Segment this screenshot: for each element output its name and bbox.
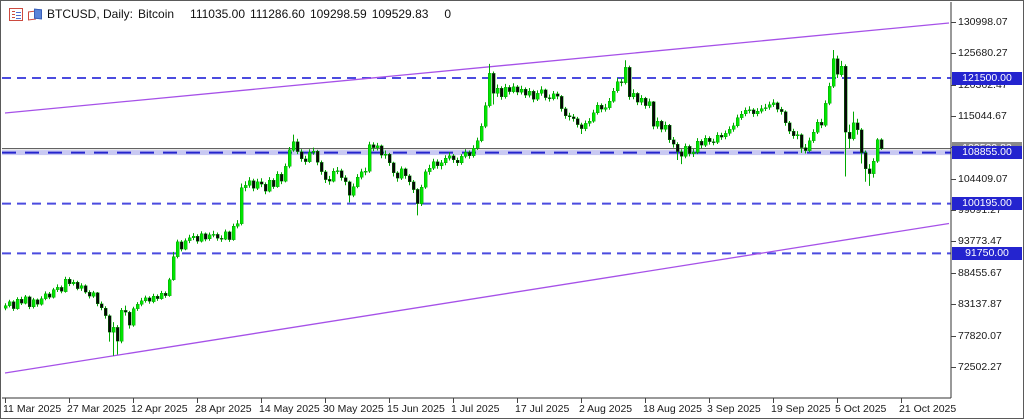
date-tick-mark xyxy=(581,398,582,403)
date-tick-mark xyxy=(5,398,6,403)
price-tick-label: 130998.07 xyxy=(958,16,1008,28)
date-tick-mark xyxy=(517,398,518,403)
price-tick-label: 115044.67 xyxy=(958,110,1007,122)
quote-low: 109298.59 xyxy=(309,7,367,21)
date-tick-mark xyxy=(901,398,902,403)
price-tick-mark xyxy=(951,367,956,368)
price-tick-mark xyxy=(951,210,956,211)
one-click-trading-icon[interactable] xyxy=(28,8,42,21)
date-tick-mark xyxy=(773,398,774,403)
quote-high: 111286.60 xyxy=(250,7,305,21)
price-tick-label: 104409.07 xyxy=(958,173,1008,185)
date-tick-mark xyxy=(837,398,838,403)
price-tick-mark xyxy=(951,336,956,337)
date-tick-label: 2 Aug 2025 xyxy=(579,403,633,415)
level-price-badge: 100195.00 xyxy=(952,197,1022,210)
price-tick-mark xyxy=(951,179,956,180)
date-tick-mark xyxy=(261,398,262,403)
chart-title-instrument: Bitcoin xyxy=(138,7,175,21)
price-tick-mark xyxy=(951,273,956,274)
date-tick-label: 1 Jul 2025 xyxy=(451,403,500,415)
price-tick-mark xyxy=(951,22,956,23)
date-tick-label: 15 Jun 2025 xyxy=(387,403,445,415)
date-tick-label: 17 Jul 2025 xyxy=(515,403,570,415)
price-tick-mark xyxy=(951,241,956,242)
date-tick-label: 11 Mar 2025 xyxy=(3,403,62,415)
market-watch-icon[interactable] xyxy=(9,7,23,21)
price-tick-label: 77820.07 xyxy=(958,330,1002,342)
date-tick-mark xyxy=(69,398,70,403)
quote-open: 111035.00 xyxy=(190,7,245,21)
price-tick-label: 125680.27 xyxy=(958,47,1008,59)
price-tick-mark xyxy=(951,116,956,117)
quote-close: 109529.83 xyxy=(371,7,429,21)
price-tick-mark xyxy=(951,85,956,86)
level-price-badge: 108855.00 xyxy=(952,146,1022,159)
date-tick-label: 27 Mar 2025 xyxy=(67,403,126,415)
date-tick-mark xyxy=(197,398,198,403)
price-tick-label: 88455.67 xyxy=(958,267,1002,279)
price-tick-label: 72502.27 xyxy=(958,361,1002,373)
date-tick-label: 12 Apr 2025 xyxy=(131,403,188,415)
date-tick-label: 19 Sep 2025 xyxy=(771,403,831,415)
price-tick-label: 83137.87 xyxy=(958,298,1002,310)
chart-title-bar: BTCUSD, Daily: Bitcoin 111035.00 111286.… xyxy=(9,7,451,21)
date-tick-mark xyxy=(453,398,454,403)
date-tick-label: 14 May 2025 xyxy=(259,403,320,415)
date-tick-label: 18 Aug 2025 xyxy=(643,403,702,415)
date-tick-mark xyxy=(325,398,326,403)
date-tick-mark xyxy=(389,398,390,403)
date-tick-label: 21 Oct 2025 xyxy=(899,403,957,415)
date-tick-mark xyxy=(645,398,646,403)
chart-title-symbol: BTCUSD, Daily: xyxy=(47,7,134,21)
price-tick-mark xyxy=(951,53,956,54)
level-price-badge: 121500.00 xyxy=(952,72,1022,85)
date-tick-mark xyxy=(133,398,134,403)
date-tick-label: 3 Sep 2025 xyxy=(707,403,761,415)
price-tick-mark xyxy=(951,304,956,305)
date-tick-label: 5 Oct 2025 xyxy=(835,403,887,415)
price-tick-label: 93773.47 xyxy=(958,235,1002,247)
date-tick-label: 28 Apr 2025 xyxy=(195,403,252,415)
date-tick-mark xyxy=(709,398,710,403)
date-tick-label: 30 May 2025 xyxy=(323,403,384,415)
quote-volume: 0 xyxy=(444,7,452,21)
level-price-badge: 91750.00 xyxy=(952,247,1022,260)
